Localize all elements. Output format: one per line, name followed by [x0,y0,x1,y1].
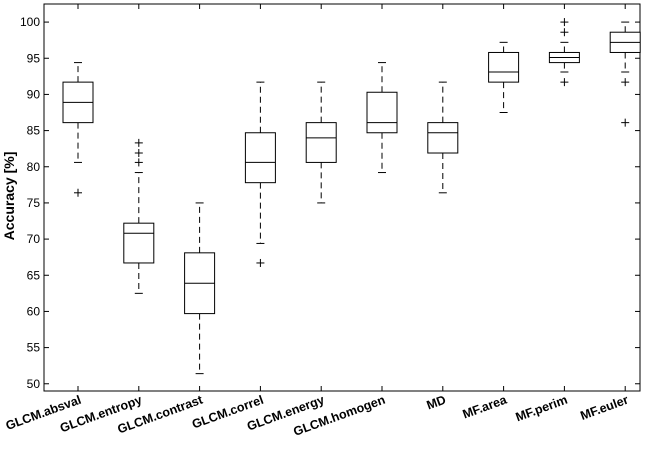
box-mf-perim [548,18,580,87]
iqr-box [366,91,398,134]
box-glcm-energy [305,81,337,204]
y-tick-label: 70 [27,232,41,246]
outlier-marker [560,28,569,37]
iqr-box [427,122,459,154]
y-tick-label: 55 [27,341,41,355]
iqr-box [305,122,337,163]
box-glcm-entropy [123,138,155,294]
box-glcm-correl [244,81,276,267]
x-category-label: MD [425,393,448,413]
box-glcm-homogen [366,62,398,174]
x-category-label: MF.euler [578,393,630,423]
box-series [62,18,641,375]
iqr-box [123,222,155,264]
x-category-label: MF.area [461,392,510,421]
box-mf-euler [609,21,641,127]
plot-frame [43,3,641,392]
x-category-label: MF.perim [514,393,570,425]
outlier-marker [256,258,265,267]
outlier-marker [134,138,143,147]
y-axis-ticks: 50 55 60 65 70 75 80 85 90 95 100 [20,15,640,391]
iqr-box [244,132,276,184]
plot-frame-group [43,3,641,392]
box-glcm-absval [62,62,94,197]
y-tick-label: 60 [27,304,41,318]
y-tick-label: 50 [27,377,41,391]
outlier-marker [134,149,143,158]
outlier-marker [621,78,630,87]
outlier-marker [134,158,143,167]
y-tick-label: 100 [20,15,40,29]
box-glcm-contrast [184,202,216,375]
outlier-marker [560,78,569,87]
box-md [427,81,459,194]
y-tick-label: 80 [27,160,41,174]
box-mf-area [488,41,520,114]
outlier-marker [560,18,569,27]
y-tick-label: 95 [27,51,41,65]
outlier-marker [621,118,630,127]
y-tick-label: 90 [27,87,41,101]
y-axis-title: Accuracy [%] [1,152,17,241]
y-tick-label: 75 [27,196,41,210]
iqr-box [488,51,520,83]
x-axis-ticks: GLCM.absvalGLCM.entropyGLCM.contrastGLCM… [4,4,630,439]
outlier-marker [74,188,82,197]
y-tick-label: 65 [27,268,41,282]
y-tick-label: 85 [27,124,41,138]
